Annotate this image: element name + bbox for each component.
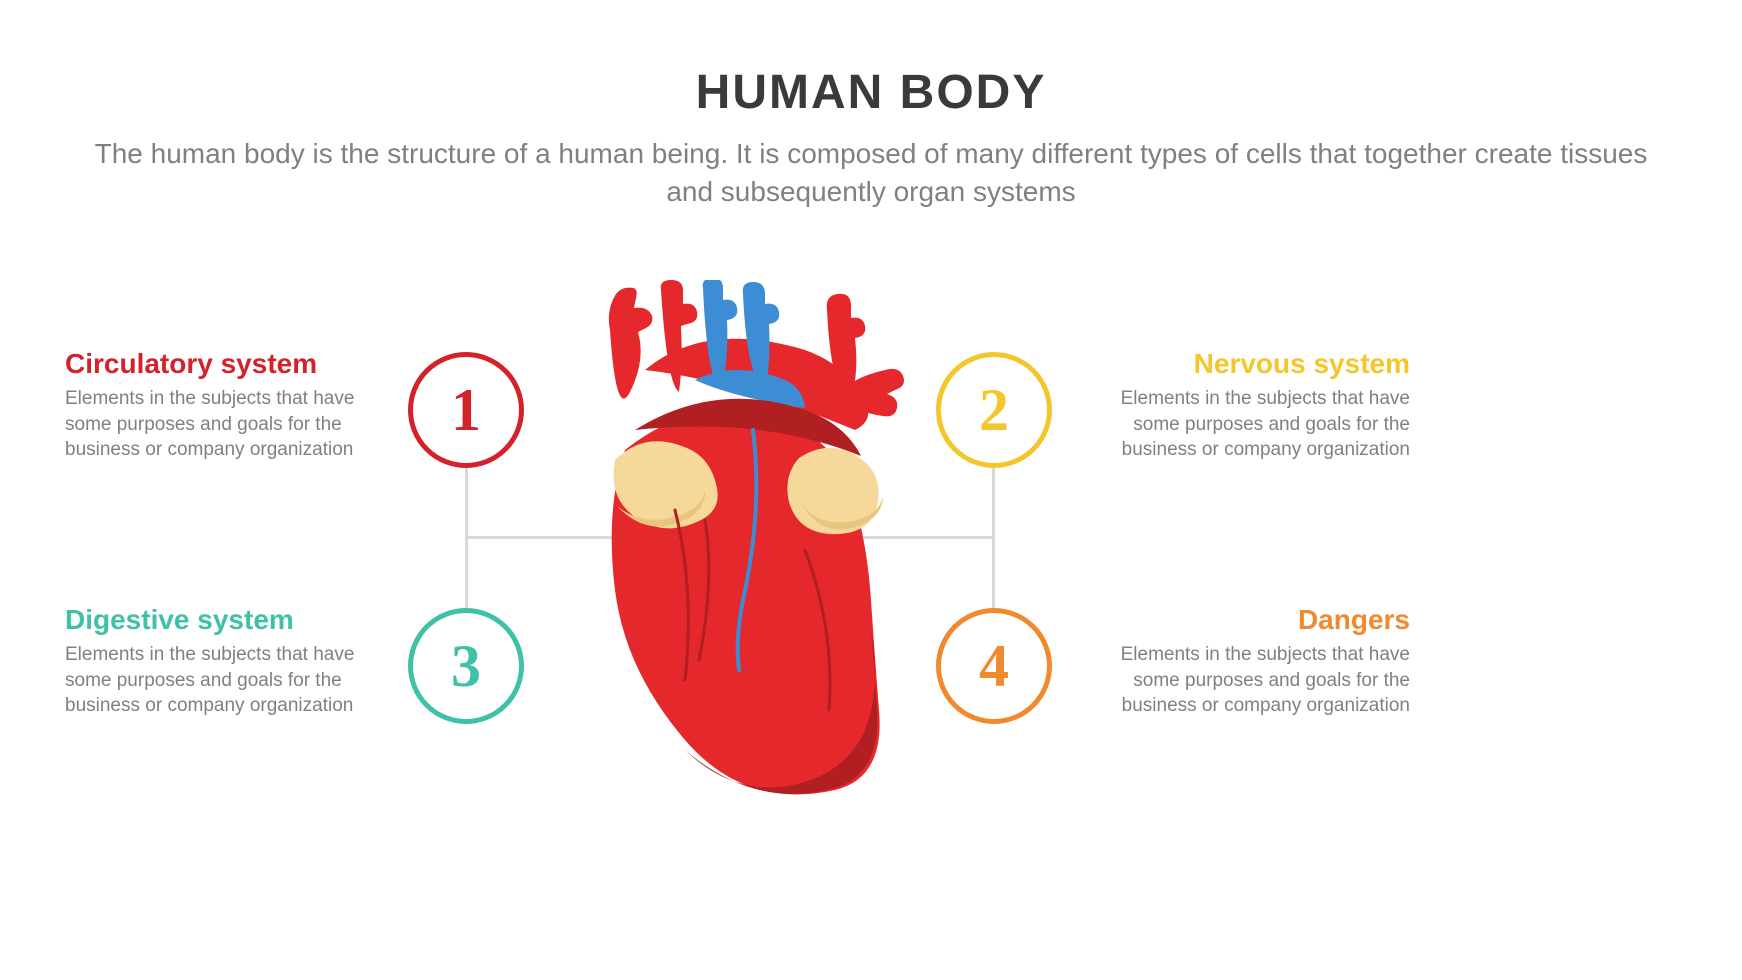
item-digestive: Digestive system Elements in the subject…	[65, 604, 385, 719]
item-dangers: Dangers Elements in the subjects that ha…	[1090, 604, 1410, 719]
heart-illustration	[575, 280, 915, 800]
node-1: 1	[408, 352, 524, 468]
item-title: Nervous system	[1090, 348, 1410, 380]
item-desc: Elements in the subjects that have some …	[65, 642, 385, 719]
node-number: 2	[979, 376, 1009, 445]
node-number: 1	[451, 376, 481, 445]
item-desc: Elements in the subjects that have some …	[1090, 386, 1410, 463]
item-title: Dangers	[1090, 604, 1410, 636]
node-number: 4	[979, 632, 1009, 701]
page-title: HUMAN BODY	[0, 65, 1742, 120]
page-subtitle: The human body is the structure of a hum…	[90, 135, 1652, 211]
node-4: 4	[936, 608, 1052, 724]
node-2: 2	[936, 352, 1052, 468]
node-3: 3	[408, 608, 524, 724]
item-title: Digestive system	[65, 604, 385, 636]
node-number: 3	[451, 632, 481, 701]
item-desc: Elements in the subjects that have some …	[65, 386, 385, 463]
item-circulatory: Circulatory system Elements in the subje…	[65, 348, 385, 463]
item-title: Circulatory system	[65, 348, 385, 380]
infographic-page: HUMAN BODY The human body is the structu…	[0, 0, 1742, 980]
item-nervous: Nervous system Elements in the subjects …	[1090, 348, 1410, 463]
item-desc: Elements in the subjects that have some …	[1090, 642, 1410, 719]
